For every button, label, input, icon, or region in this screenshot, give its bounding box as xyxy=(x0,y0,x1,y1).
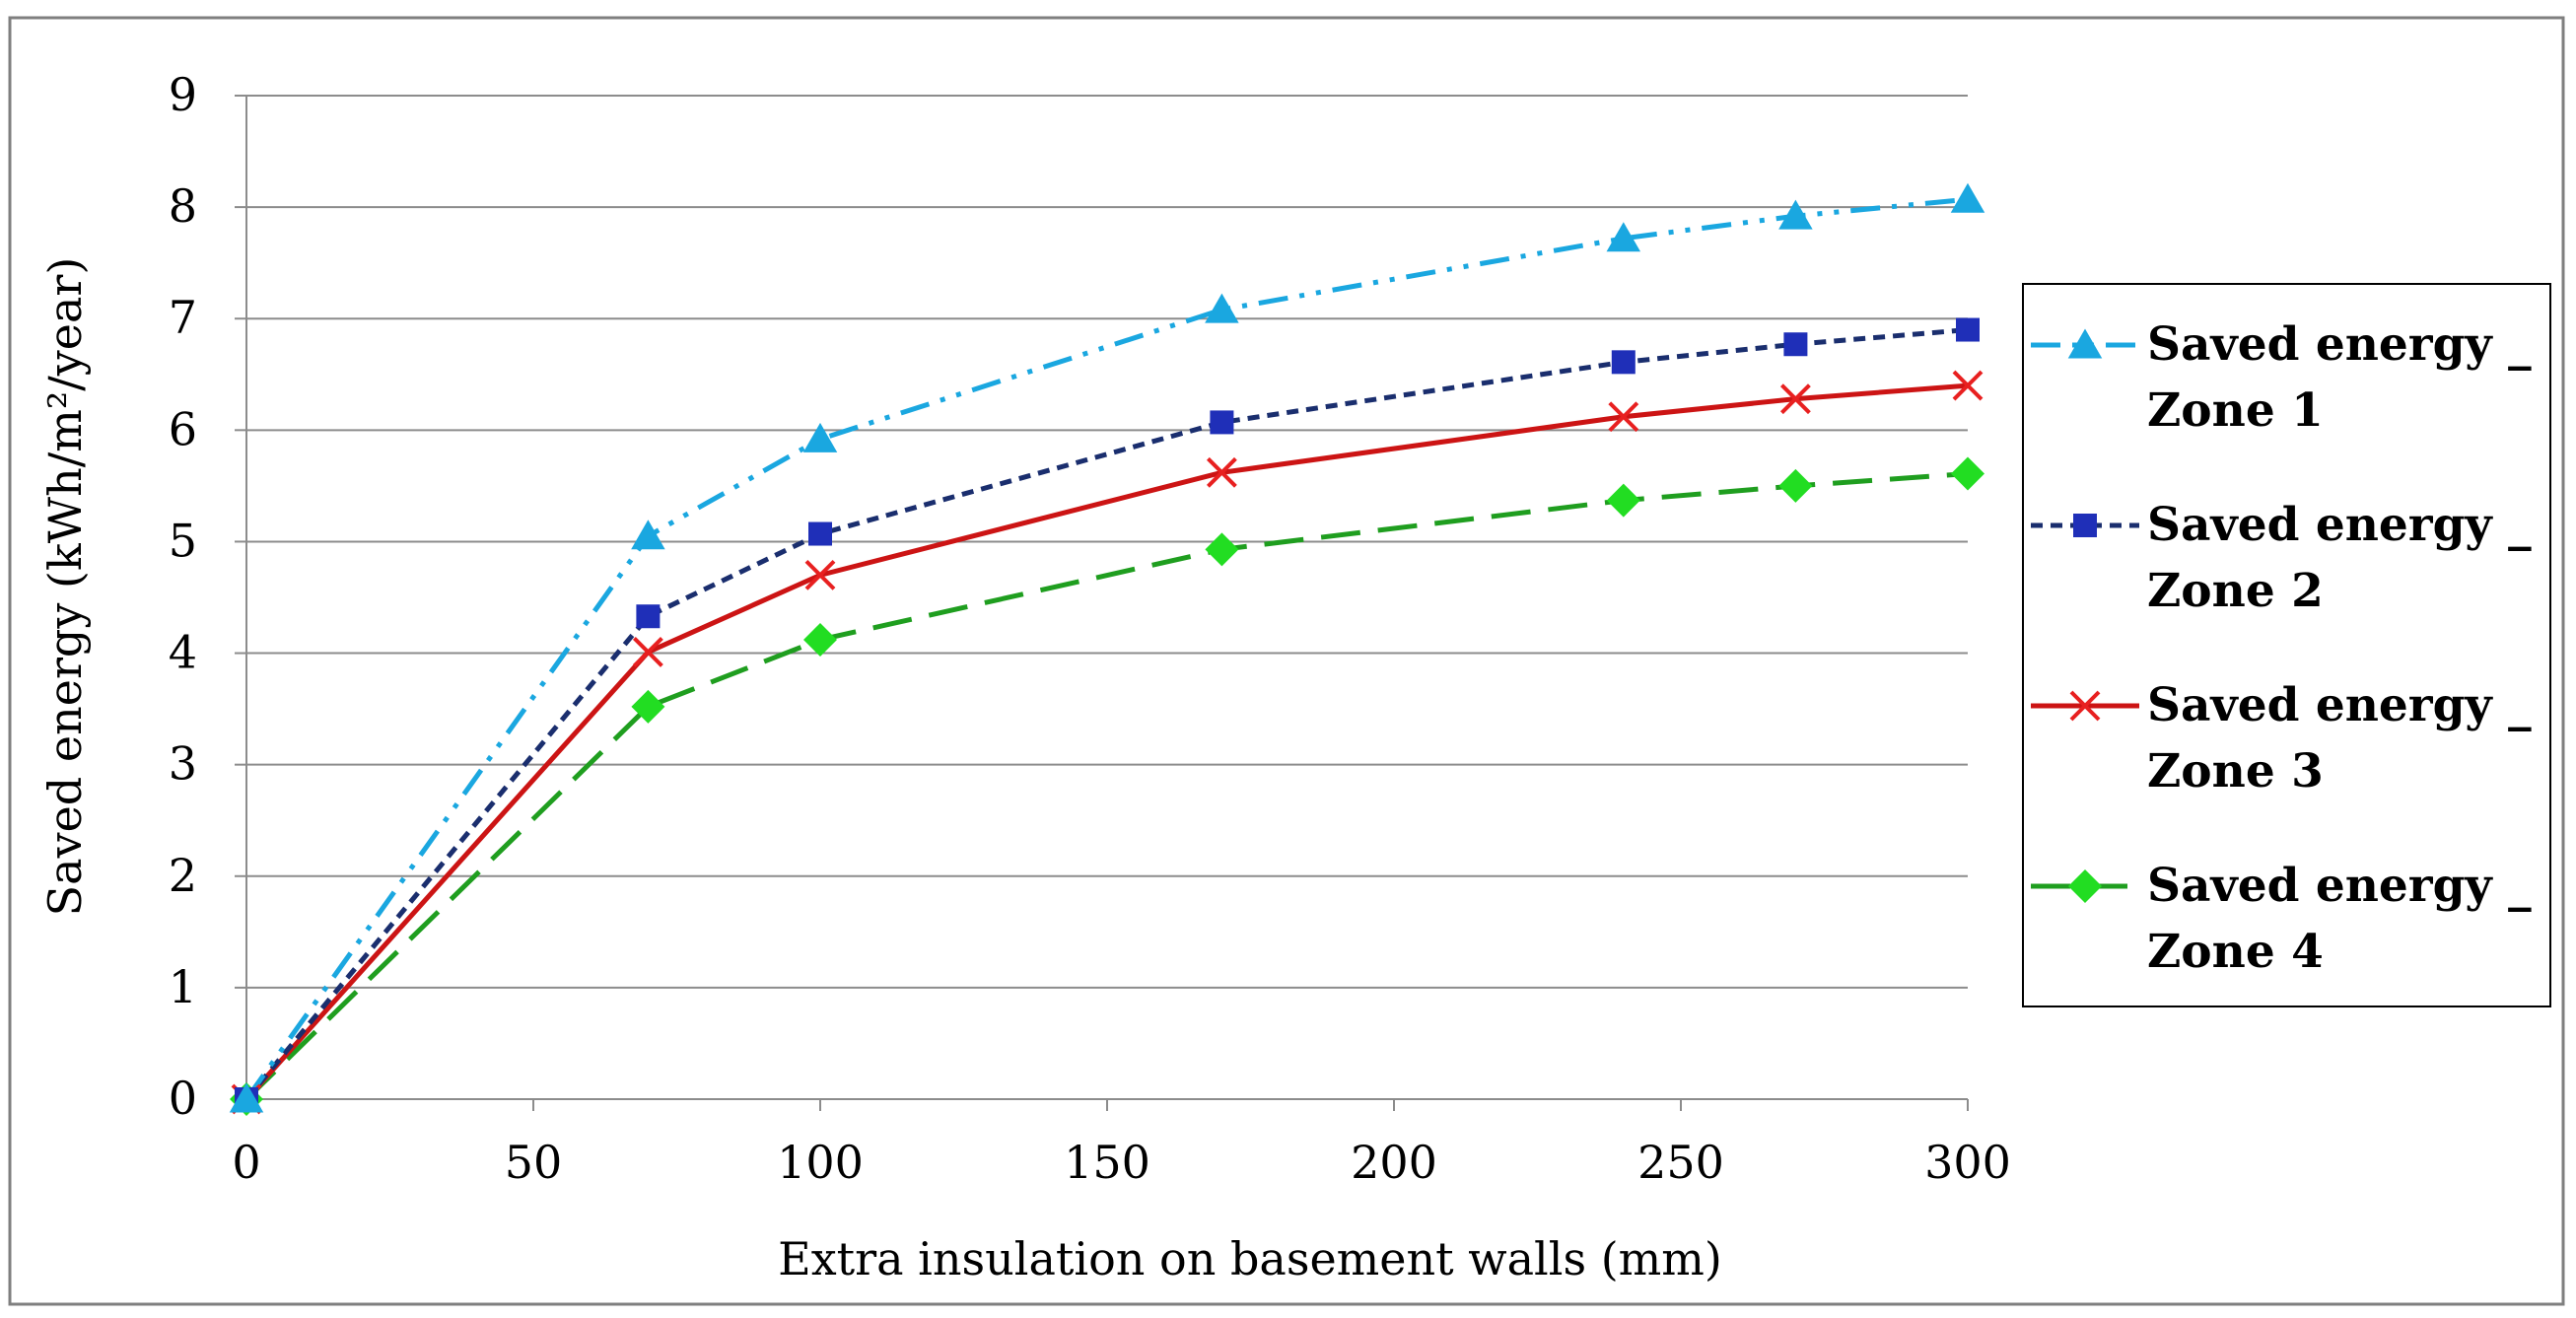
x-axis-title: Extra insulation on basement walls (mm) xyxy=(778,1232,1722,1285)
data-point-zone-4-2 xyxy=(803,622,837,657)
series-markers xyxy=(229,182,1985,1116)
y-tick-label-0: 0 xyxy=(169,1072,197,1125)
x-tick-label-0: 0 xyxy=(232,1136,260,1189)
y-tick-label-6: 6 xyxy=(169,402,197,455)
legend-label-line: Zone 2 xyxy=(2147,564,2324,618)
data-point-zone-2-6 xyxy=(1956,317,1980,342)
data-point-zone-1-6 xyxy=(1950,182,1985,213)
legend-item-zone-2: Saved energy _ Zone 2 xyxy=(2031,498,2532,618)
y-tick-label-9: 9 xyxy=(169,68,197,121)
data-point-zone-3-4 xyxy=(1608,401,1639,433)
legend-label-line: Zone 4 xyxy=(2147,925,2324,979)
y-tick-label-2: 2 xyxy=(169,849,197,902)
x-tick-label-6: 300 xyxy=(1924,1136,2011,1189)
legend-label-line: Saved energy _ xyxy=(2147,859,2532,913)
y-tick-label-3: 3 xyxy=(169,737,197,791)
data-point-zone-4-4 xyxy=(1606,483,1640,518)
legend-items: Saved energy _ Zone 1 Saved energy _ Zone 2… xyxy=(2031,317,2532,979)
grid-lines xyxy=(246,95,1968,989)
axes xyxy=(235,95,1969,1111)
data-point-zone-3-3 xyxy=(1206,456,1237,488)
legend-swatch-marker xyxy=(2073,514,2097,537)
data-point-zone-3-5 xyxy=(1779,383,1811,415)
data-point-zone-4-5 xyxy=(1778,468,1813,503)
data-point-zone-1-1 xyxy=(631,520,665,550)
legend-swatch-marker xyxy=(2068,869,2102,903)
legend-label-line: Saved energy _ xyxy=(2147,498,2532,552)
y-tick-label-7: 7 xyxy=(169,291,197,344)
y-tick-label-4: 4 xyxy=(169,626,197,679)
x-tick-label-1: 50 xyxy=(505,1136,563,1189)
data-point-zone-1-3 xyxy=(1205,293,1239,323)
legend-label-line: Zone 1 xyxy=(2147,383,2324,438)
legend-swatch-marker xyxy=(2069,690,2101,722)
data-point-zone-2-3 xyxy=(1210,410,1234,435)
data-point-zone-1-5 xyxy=(1778,199,1813,230)
data-point-zone-3-2 xyxy=(804,559,836,590)
tick-labels: 0 1 2 3 4 5 6 7 8 9 0 50 100 150 200 250 300 xyxy=(169,68,2011,1189)
legend-item-zone-3: Saved energy _ Zone 3 xyxy=(2031,678,2532,798)
data-point-zone-3-1 xyxy=(632,637,663,667)
data-point-zone-4-3 xyxy=(1205,532,1239,567)
y-axis-title: Saved energy (kWh/m²/year) xyxy=(38,257,92,917)
data-point-zone-4-6 xyxy=(1951,456,1984,491)
data-point-zone-4-1 xyxy=(631,689,665,724)
data-point-zone-2-2 xyxy=(808,521,832,546)
x-tick-label-5: 250 xyxy=(1637,1136,1724,1189)
legend: Saved energy _ Zone 1 Saved energy _ Zone 2… xyxy=(2022,283,2551,1007)
data-point-zone-1-2 xyxy=(802,422,838,452)
legend-item-zone-4: Saved energy _ Zone 4 xyxy=(2031,859,2532,979)
data-point-zone-2-4 xyxy=(1611,350,1636,375)
legend-label-line: Saved energy _ xyxy=(2147,678,2532,732)
data-point-zone-2-5 xyxy=(1783,332,1808,357)
legend-label-line: Zone 3 xyxy=(2147,744,2324,798)
data-point-zone-1-4 xyxy=(1606,222,1641,252)
y-tick-label-8: 8 xyxy=(169,179,197,233)
x-tick-label-3: 150 xyxy=(1064,1136,1150,1189)
x-tick-label-2: 100 xyxy=(777,1136,864,1189)
x-tick-label-4: 200 xyxy=(1351,1136,1437,1189)
y-tick-label-1: 1 xyxy=(169,960,197,1013)
data-point-zone-2-1 xyxy=(636,604,661,629)
data-point-zone-3-6 xyxy=(1952,370,1984,401)
y-tick-label-5: 5 xyxy=(169,514,197,567)
legend-label-line: Saved energy _ xyxy=(2147,317,2532,372)
data-point-zone-1-0 xyxy=(229,1082,264,1113)
legend-item-zone-1: Saved energy _ Zone 1 xyxy=(2031,317,2532,438)
legend-swatch-marker xyxy=(2067,328,2103,359)
